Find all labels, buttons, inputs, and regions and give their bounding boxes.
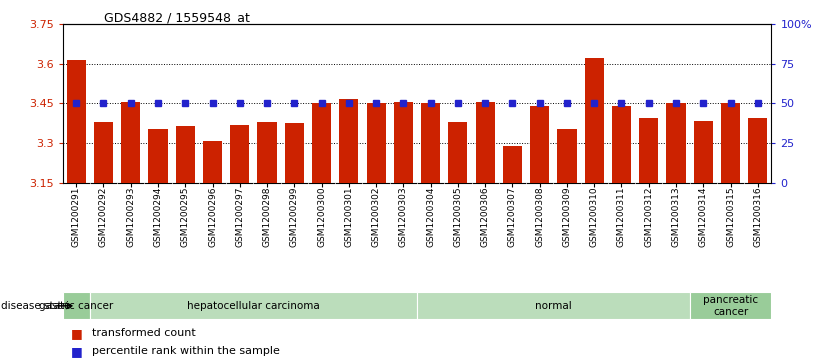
Bar bbox=[339, 99, 359, 183]
Text: GSM1200308: GSM1200308 bbox=[535, 187, 545, 247]
Bar bbox=[748, 118, 767, 183]
Text: GSM1200302: GSM1200302 bbox=[372, 187, 380, 247]
Text: GSM1200296: GSM1200296 bbox=[208, 187, 217, 247]
Bar bbox=[121, 102, 140, 183]
Text: ■: ■ bbox=[71, 327, 83, 340]
Text: GDS4882 / 1559548_at: GDS4882 / 1559548_at bbox=[104, 11, 250, 24]
Bar bbox=[530, 106, 550, 183]
Bar bbox=[94, 122, 113, 183]
Text: GSM1200293: GSM1200293 bbox=[126, 187, 135, 247]
Bar bbox=[203, 141, 222, 183]
Bar bbox=[585, 58, 604, 183]
Bar bbox=[176, 126, 195, 183]
Text: GSM1200305: GSM1200305 bbox=[454, 187, 462, 247]
Text: normal: normal bbox=[535, 301, 571, 311]
Bar bbox=[258, 122, 277, 183]
Bar bbox=[421, 103, 440, 183]
Text: GSM1200301: GSM1200301 bbox=[344, 187, 354, 247]
Text: GSM1200291: GSM1200291 bbox=[72, 187, 81, 247]
Text: GSM1200306: GSM1200306 bbox=[480, 187, 490, 247]
Text: GSM1200315: GSM1200315 bbox=[726, 187, 735, 247]
Text: GSM1200314: GSM1200314 bbox=[699, 187, 708, 247]
Bar bbox=[449, 122, 467, 183]
Text: gastric cancer: gastric cancer bbox=[39, 301, 113, 311]
Text: hepatocellular carcinoma: hepatocellular carcinoma bbox=[187, 301, 319, 311]
Text: GSM1200299: GSM1200299 bbox=[289, 187, 299, 247]
Bar bbox=[367, 103, 385, 183]
Text: GSM1200310: GSM1200310 bbox=[590, 187, 599, 247]
Text: GSM1200295: GSM1200295 bbox=[181, 187, 190, 247]
Bar bbox=[721, 103, 740, 183]
Text: GSM1200312: GSM1200312 bbox=[644, 187, 653, 247]
Text: GSM1200303: GSM1200303 bbox=[399, 187, 408, 247]
Bar bbox=[312, 103, 331, 183]
Bar bbox=[503, 146, 522, 183]
Text: GSM1200294: GSM1200294 bbox=[153, 187, 163, 247]
Bar bbox=[230, 125, 249, 183]
Bar bbox=[639, 118, 658, 183]
Text: GSM1200313: GSM1200313 bbox=[671, 187, 681, 247]
Bar bbox=[612, 106, 631, 183]
Bar bbox=[394, 102, 413, 183]
Text: disease state: disease state bbox=[1, 301, 70, 311]
Bar bbox=[666, 103, 686, 183]
Bar bbox=[694, 121, 713, 183]
Bar bbox=[67, 60, 86, 183]
Text: GSM1200297: GSM1200297 bbox=[235, 187, 244, 247]
Bar bbox=[557, 129, 576, 183]
Text: GSM1200316: GSM1200316 bbox=[753, 187, 762, 247]
Bar bbox=[148, 129, 168, 183]
Text: ■: ■ bbox=[71, 345, 83, 358]
Text: GSM1200309: GSM1200309 bbox=[562, 187, 571, 247]
Text: GSM1200298: GSM1200298 bbox=[263, 187, 272, 247]
Bar bbox=[475, 102, 495, 183]
Text: GSM1200307: GSM1200307 bbox=[508, 187, 517, 247]
Bar bbox=[690, 292, 771, 319]
Text: GSM1200304: GSM1200304 bbox=[426, 187, 435, 247]
Bar bbox=[90, 292, 417, 319]
Bar bbox=[417, 292, 690, 319]
Text: GSM1200292: GSM1200292 bbox=[99, 187, 108, 247]
Text: percentile rank within the sample: percentile rank within the sample bbox=[92, 346, 279, 356]
Text: transformed count: transformed count bbox=[92, 329, 195, 338]
Bar bbox=[284, 123, 304, 183]
Text: pancreatic
cancer: pancreatic cancer bbox=[703, 295, 758, 317]
Text: GSM1200311: GSM1200311 bbox=[617, 187, 626, 247]
Text: GSM1200300: GSM1200300 bbox=[317, 187, 326, 247]
Bar bbox=[63, 292, 90, 319]
